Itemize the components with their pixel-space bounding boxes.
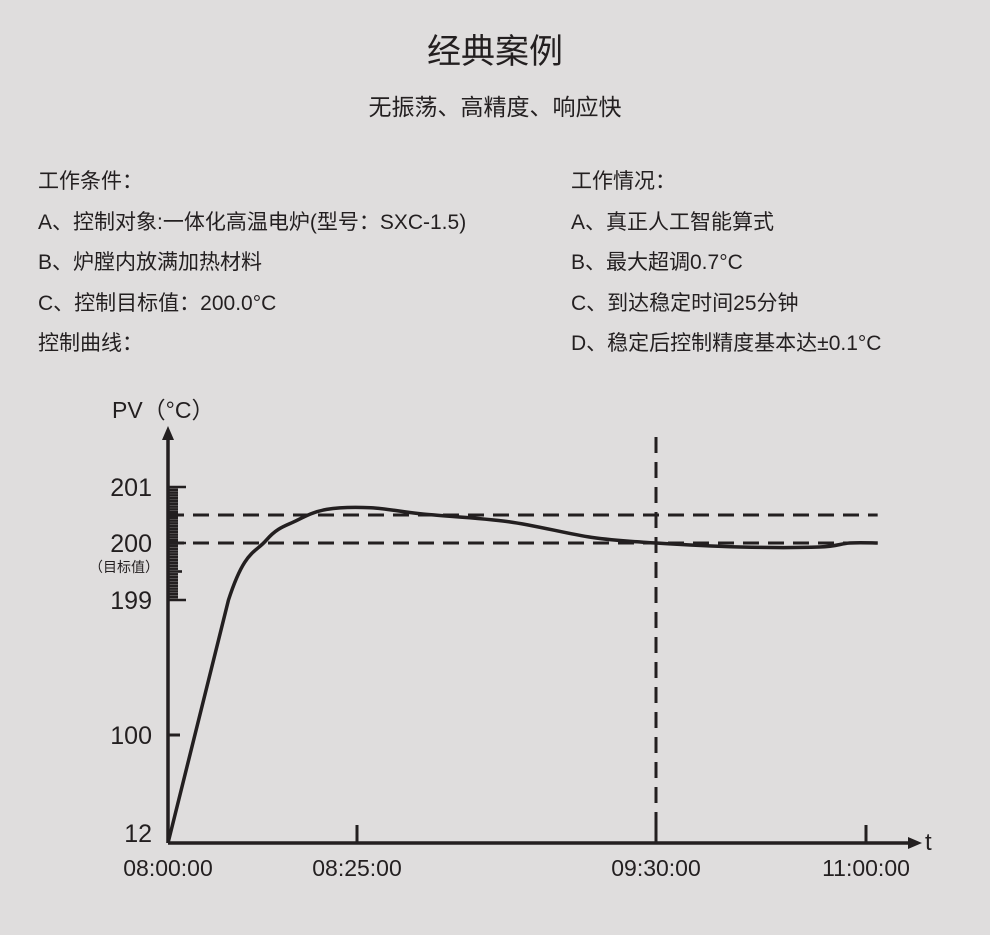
pv-curve xyxy=(166,505,878,844)
results-list: 工作情况： A、真正人工智能算式 B、最大超调0.7°C C、到达稳定时间25分… xyxy=(571,168,881,371)
x-tick-label: 08:25:00 xyxy=(312,855,402,881)
results-heading: 工作情况： xyxy=(571,170,676,193)
target-value-note: （目标值） xyxy=(89,559,159,575)
page-title: 经典案例 xyxy=(427,33,563,71)
y-tick-label: 201 xyxy=(110,474,152,502)
result-item: D、稳定后控制精度基本达±0.1°C xyxy=(571,332,882,355)
x-axis-label: t xyxy=(925,829,932,856)
x-tick-label: 09:30:00 xyxy=(611,855,701,881)
condition-item: A、控制对象:一体化高温电炉(型号：SXC-1.5) xyxy=(38,210,467,234)
x-axis-arrow-icon xyxy=(908,837,922,849)
condition-item: C、控制目标值：200.0°C xyxy=(38,291,277,315)
result-item: C、到达稳定时间25分钟 xyxy=(571,291,799,315)
result-item: B、最大超调0.7°C xyxy=(571,251,743,274)
conditions-heading: 工作条件： xyxy=(38,170,143,193)
condition-item: B、炉膛内放满加热材料 xyxy=(38,251,263,274)
condition-item: 控制曲线： xyxy=(38,332,143,355)
y-tick-label: 12 xyxy=(124,820,152,848)
y-tick-label: 200 xyxy=(110,530,152,558)
y-tick-label: 100 xyxy=(110,722,152,750)
y-tick-label: 199 xyxy=(110,587,152,615)
y-axis-arrow-icon xyxy=(162,426,174,440)
conditions-list: 工作条件： A、控制对象:一体化高温电炉(型号：SXC-1.5) B、炉膛内放满… xyxy=(38,168,466,371)
y-axis-label: PV（°C） xyxy=(112,397,215,423)
x-tick-label: 11:00:00 xyxy=(822,855,910,881)
page-subtitle: 无振荡、高精度、响应快 xyxy=(368,94,622,120)
x-tick-label: 08:00:00 xyxy=(123,855,213,881)
result-item: A、真正人工智能算式 xyxy=(571,210,775,234)
